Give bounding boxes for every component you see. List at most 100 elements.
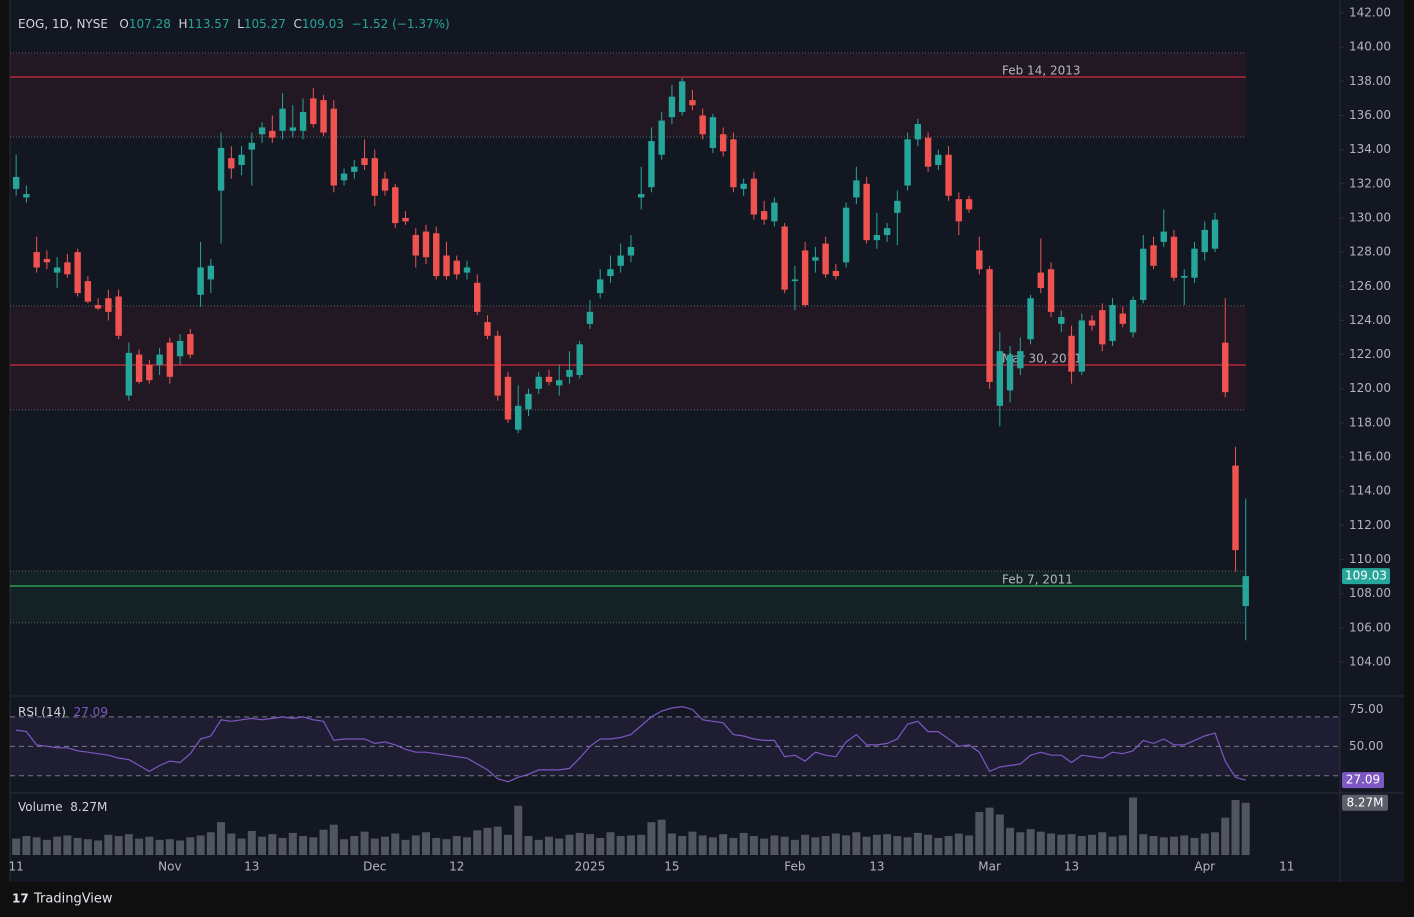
volume-bar xyxy=(124,834,133,855)
candle-body xyxy=(320,100,327,133)
candle-body xyxy=(228,158,235,169)
volume-bar xyxy=(821,836,830,855)
candle-body xyxy=(607,269,614,277)
y-tick-label: 140.00 xyxy=(1349,40,1391,54)
ohlc-label: L xyxy=(237,17,244,31)
candle-body xyxy=(1232,465,1239,551)
volume-bar xyxy=(1036,831,1045,855)
last-price-label: 109.03 xyxy=(1345,569,1387,583)
volume-bar xyxy=(1210,832,1219,855)
volume-bar xyxy=(217,822,226,855)
candle-body xyxy=(125,352,133,396)
level-zone xyxy=(10,570,1246,623)
volume-bar xyxy=(452,836,461,855)
candle-body xyxy=(648,141,655,188)
volume-bar xyxy=(872,834,881,855)
candle-body xyxy=(924,137,932,167)
candle-body xyxy=(310,98,317,125)
volume-bar xyxy=(585,834,594,855)
candle-body xyxy=(1109,305,1116,341)
volume-bar xyxy=(73,837,82,855)
volume-bar xyxy=(411,835,420,855)
volume-bar xyxy=(329,824,338,855)
candle-body xyxy=(1170,236,1178,278)
volume-bar xyxy=(1129,797,1138,855)
volume-bar xyxy=(1241,802,1250,855)
volume-bar xyxy=(903,837,912,855)
volume-bar xyxy=(954,833,963,855)
volume-bar xyxy=(975,812,984,855)
last-price-tag xyxy=(1342,568,1390,585)
volume-bar xyxy=(1180,835,1189,855)
candle-body xyxy=(1150,245,1157,266)
volume-bar xyxy=(708,837,717,855)
candle-body xyxy=(1099,310,1106,345)
volume-bar xyxy=(462,837,471,855)
candle-body xyxy=(1027,298,1034,340)
candle-body xyxy=(258,127,266,135)
volume-bar xyxy=(739,832,748,855)
candle-body xyxy=(873,235,881,241)
y-tick-label: 130.00 xyxy=(1349,210,1391,224)
candle-body xyxy=(238,154,245,165)
candle-body xyxy=(412,235,419,256)
candle-body xyxy=(976,250,983,270)
candle-body xyxy=(1201,229,1208,253)
volume-bar xyxy=(155,839,164,855)
candle-body xyxy=(279,108,286,131)
candle-body xyxy=(105,298,112,312)
volume-value: 8.27M xyxy=(70,800,108,814)
candle-body xyxy=(340,173,348,181)
candle-body xyxy=(760,211,768,220)
candle-body xyxy=(299,112,307,131)
y-tick-label: 108.00 xyxy=(1349,586,1391,600)
candle-body xyxy=(576,344,583,376)
volume-bar xyxy=(596,837,605,855)
volume-bar xyxy=(924,834,933,855)
volume-bar xyxy=(268,834,277,855)
y-tick-label: 132.00 xyxy=(1349,176,1391,190)
candle-body xyxy=(422,231,430,258)
candle-body xyxy=(94,305,102,309)
x-tick-label: 13 xyxy=(869,860,884,874)
volume-bar xyxy=(1170,836,1179,855)
level-zone xyxy=(10,305,1246,410)
x-tick-label: 13 xyxy=(244,860,259,874)
candle-body xyxy=(801,250,809,306)
candle-body xyxy=(1222,342,1229,393)
volume-title: Volume xyxy=(18,800,63,814)
candle-body xyxy=(525,393,532,410)
rsi-header: RSI (14) 27.09 xyxy=(18,705,108,719)
volume-bar xyxy=(893,836,902,855)
volume-bar xyxy=(1118,835,1127,855)
volume-bar xyxy=(1190,837,1199,855)
candle-body xyxy=(1181,276,1188,278)
rsi-tag-label: 27.09 xyxy=(1346,773,1380,787)
y-tick-label: 118.00 xyxy=(1349,415,1391,429)
candle-body xyxy=(566,369,573,377)
volume-bar xyxy=(606,832,615,855)
volume-bar xyxy=(22,836,31,855)
candle-body xyxy=(730,139,737,188)
candle-body xyxy=(719,134,727,152)
candle-body xyxy=(812,257,819,261)
candle-body xyxy=(842,207,850,263)
candle-body xyxy=(556,380,563,386)
volume-bar xyxy=(698,835,707,855)
candle-body xyxy=(515,405,522,430)
volume-bar xyxy=(360,831,369,855)
candle-body xyxy=(750,178,758,215)
candle-body xyxy=(289,127,297,131)
volume-bar xyxy=(1006,827,1015,855)
candle-body xyxy=(853,180,860,198)
ohlc-label: H xyxy=(178,17,188,31)
y-tick-label: 128.00 xyxy=(1349,245,1391,259)
volume-bar xyxy=(985,807,994,855)
candle-body xyxy=(965,199,973,210)
x-tick-label: Mar xyxy=(978,860,1001,874)
candle-body xyxy=(33,252,40,268)
candle-body xyxy=(1068,335,1075,372)
ohlc-value: 107.28 xyxy=(128,17,171,31)
volume-bar xyxy=(616,836,625,855)
